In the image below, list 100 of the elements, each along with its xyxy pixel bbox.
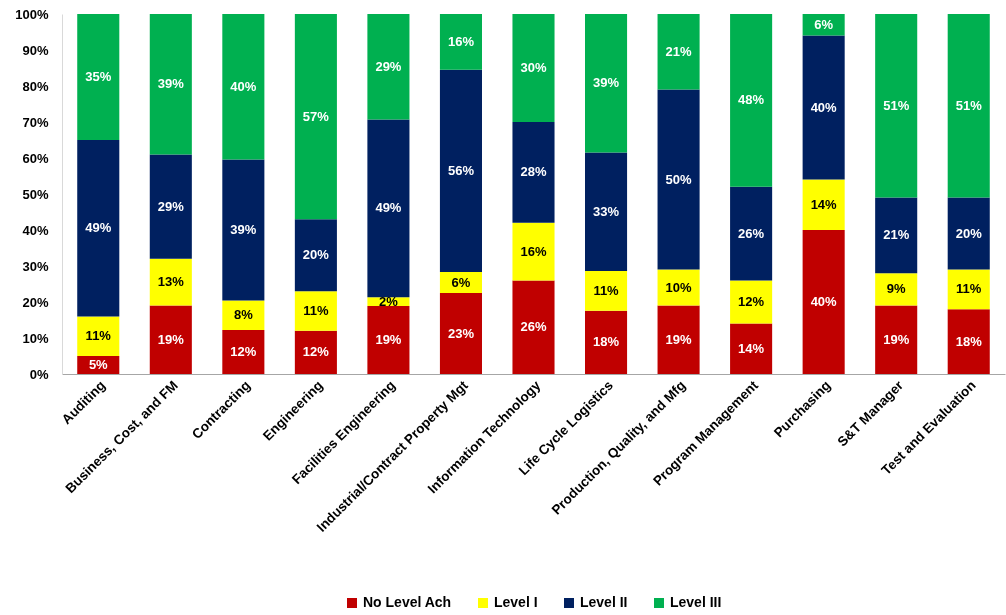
bar — [730, 14, 773, 187]
bar — [439, 293, 482, 374]
data-label: 9% — [886, 281, 907, 297]
data-label: 21% — [883, 227, 910, 243]
bar — [512, 14, 555, 122]
bar — [512, 280, 555, 374]
data-label: 29% — [157, 198, 185, 214]
data-label: 12% — [302, 344, 330, 360]
bar — [585, 310, 628, 374]
data-label: 14% — [738, 340, 765, 356]
data-label: 11% — [85, 328, 112, 344]
bar — [802, 230, 845, 374]
bar — [77, 14, 120, 140]
y-tick-label: 50% — [22, 186, 49, 202]
data-label: 20% — [302, 247, 330, 263]
data-label: 19% — [665, 331, 693, 347]
data-label: 5% — [88, 357, 109, 372]
data-label: 6% — [814, 16, 834, 32]
data-label: 18% — [955, 333, 983, 349]
bar — [585, 152, 628, 272]
bar — [585, 14, 628, 153]
data-label: 39% — [157, 76, 185, 92]
bar — [875, 273, 918, 306]
y-tick-label: 20% — [22, 294, 49, 310]
y-tick-label: 100% — [15, 6, 49, 22]
bar — [875, 14, 918, 198]
y-tick-label: 60% — [22, 150, 49, 166]
bar — [149, 305, 192, 374]
data-label: 16% — [520, 243, 547, 259]
bar — [439, 14, 482, 70]
data-label: 12% — [230, 344, 257, 360]
legend-label: Level III — [670, 594, 722, 610]
data-label: 30% — [520, 60, 547, 75]
data-label: 19% — [375, 331, 402, 347]
data-label: 40% — [230, 78, 257, 94]
data-label: 6% — [451, 274, 471, 290]
data-label: 14% — [810, 196, 838, 212]
bar — [947, 197, 990, 270]
data-label: 11% — [303, 303, 329, 318]
bar — [657, 89, 700, 270]
data-label: 28% — [520, 164, 547, 180]
bar — [512, 222, 555, 281]
data-label: 20% — [955, 225, 983, 241]
data-label: 57% — [302, 108, 330, 124]
data-label: 48% — [738, 92, 765, 108]
bar — [77, 316, 120, 356]
data-label: 49% — [375, 200, 402, 216]
data-label: 51% — [955, 97, 983, 113]
legend-label: Level II — [580, 594, 628, 610]
data-label: 19% — [883, 331, 910, 347]
y-tick-label: 30% — [22, 258, 49, 274]
data-label: 19% — [157, 331, 185, 347]
bar — [730, 323, 773, 374]
y-tick-label: 70% — [22, 114, 49, 130]
legend-label: Level I — [494, 594, 538, 610]
bar — [222, 14, 265, 160]
bar — [802, 35, 845, 180]
data-label: 51% — [883, 97, 910, 113]
data-label: 13% — [157, 274, 185, 290]
bar — [947, 309, 990, 374]
bar — [512, 122, 555, 223]
bar — [657, 305, 700, 374]
data-label: 29% — [375, 58, 402, 74]
data-label: 40% — [810, 99, 838, 115]
data-label: 18% — [593, 334, 620, 350]
data-label: 50% — [665, 171, 693, 187]
bar — [585, 271, 628, 311]
data-label: 35% — [85, 69, 112, 84]
bar — [149, 154, 192, 259]
y-tick-label: 0% — [29, 366, 49, 382]
bar — [367, 119, 410, 298]
y-tick-label: 90% — [22, 42, 49, 58]
data-label: 11% — [956, 281, 982, 297]
bar — [367, 14, 410, 120]
bar — [149, 14, 192, 155]
bar — [802, 179, 845, 230]
data-label: 8% — [233, 307, 254, 323]
bar — [294, 219, 337, 292]
data-label: 21% — [665, 43, 693, 59]
y-tick-label: 80% — [22, 78, 49, 94]
data-label: 39% — [593, 75, 620, 91]
data-label: 26% — [520, 319, 547, 335]
y-tick-label: 40% — [22, 222, 49, 238]
data-label: 2% — [379, 293, 399, 309]
bar — [222, 159, 265, 301]
bar — [875, 305, 918, 374]
bar — [947, 14, 990, 198]
data-label: 33% — [593, 203, 620, 219]
bar — [77, 140, 120, 317]
data-label: 11% — [593, 282, 620, 298]
data-label: 39% — [230, 222, 257, 237]
bar — [875, 197, 918, 274]
data-label: 12% — [738, 294, 765, 309]
data-label: 23% — [447, 325, 475, 341]
bar — [657, 14, 700, 90]
bar — [439, 69, 482, 273]
bar — [367, 305, 410, 374]
bar — [294, 291, 337, 331]
data-label: 26% — [738, 225, 765, 241]
bar — [730, 186, 773, 281]
